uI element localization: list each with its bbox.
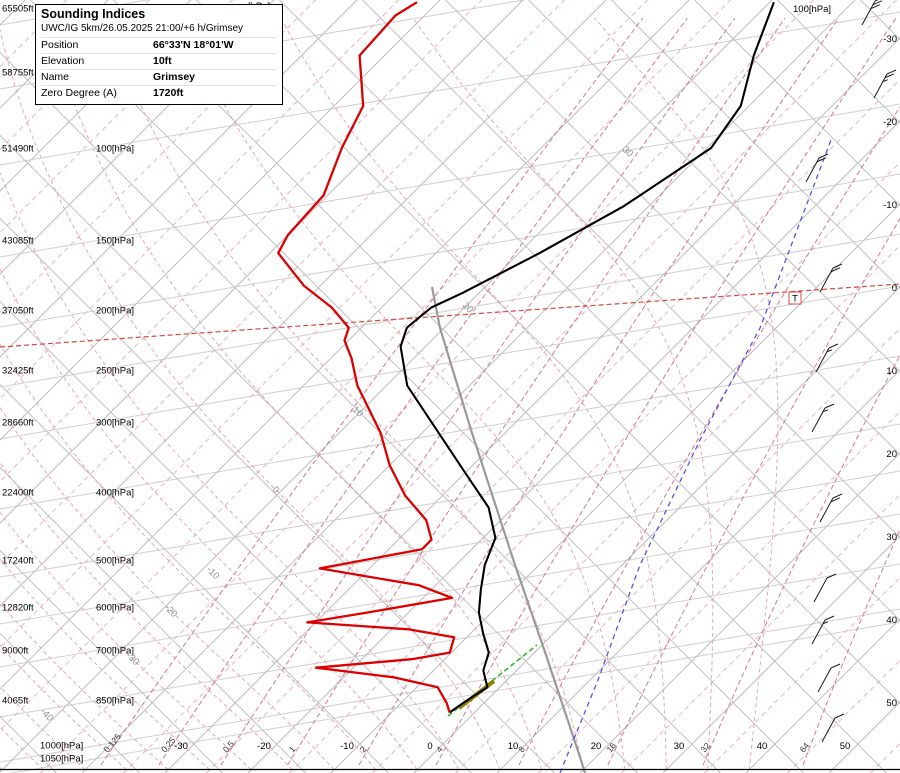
sounding-info-box: Sounding Indices UWC/IG 5km/26.05.2025 2…: [35, 4, 283, 105]
right-temp-label: -20: [883, 117, 897, 128]
temperature-curve: [399, 1, 775, 714]
mixing-ratio-label: 0.5: [221, 739, 236, 755]
altitude-tick-label: 12820ft: [2, 603, 34, 614]
info-row-label: Name: [41, 71, 70, 83]
wind-barb: [811, 403, 835, 433]
pressure-tick-label: 300[hPa]: [96, 418, 134, 429]
adiabat-label: -40: [38, 706, 55, 723]
bottom-temp-label: -10: [340, 741, 354, 752]
altitude-tick-label: 22400ft: [2, 488, 34, 499]
mixing-ratio-label: 32: [699, 740, 713, 754]
pressure-tick-label: 600[hPa]: [96, 603, 134, 614]
sounding-curves: [277, 1, 775, 714]
adiabat-label: -20: [162, 602, 179, 619]
right-temp-label: 20: [886, 449, 897, 460]
info-row-value: 10ft: [153, 55, 172, 67]
right-temp-label: 10: [886, 366, 897, 377]
right-temp-label: 30: [886, 532, 897, 543]
wind-barb: [819, 263, 843, 293]
pressure-tick-label: 700[hPa]: [96, 646, 134, 657]
wind-barb: [813, 573, 837, 603]
bottom-temp-label: 30: [674, 741, 685, 752]
bottom-temp-label: -20: [257, 741, 271, 752]
right-temp-label: 50: [886, 698, 897, 709]
adiabat-label: 0: [270, 484, 282, 496]
altitude-tick-label: 28660ft: [2, 418, 34, 429]
pressure-tick-label: 1050[hPa]: [40, 754, 83, 765]
altitude-tick-label: 58755ft: [2, 68, 34, 79]
adiabat-label: 10: [350, 404, 365, 419]
altitude-tick-label: 43085ft: [2, 236, 34, 247]
wind-barb: [805, 153, 829, 183]
wind-barb: [821, 713, 845, 743]
bottom-temp-label: 0: [427, 741, 432, 752]
wind-barb: [817, 663, 841, 693]
bottom-temp-label: 20: [591, 741, 602, 752]
top-right-pressure-label: 100[hPa]: [793, 4, 831, 15]
pressure-tick-label: 400[hPa]: [96, 488, 134, 499]
mixing-ratio-label: 8: [516, 744, 527, 754]
info-box-rows: Position 66°33'N 18°01'W Elevation 10ft Name…: [41, 37, 277, 101]
info-row: Zero Degree (A) 1720ft: [41, 85, 277, 101]
grid-moist-adiabats: [0, 17, 779, 771]
tropopause-line: [0, 283, 900, 348]
altitude-tick-label: 65505ft: [2, 4, 34, 15]
wind-barb: [815, 343, 839, 373]
tropopause-marker: T: [788, 291, 802, 305]
info-row-label: Elevation: [41, 55, 85, 67]
adiabat-label: 30: [620, 144, 635, 159]
pressure-tick-label: 1000[hPa]: [40, 741, 83, 752]
wind-barb: [811, 615, 835, 645]
grid-mixing-ratio-lines: [100, 17, 900, 766]
wind-barb: [873, 69, 897, 99]
info-box-title: Sounding Indices: [41, 7, 146, 21]
pressure-tick-label: 850[hPa]: [96, 696, 134, 707]
right-temp-label: 40: [886, 615, 897, 626]
pressure-tick-label: 200[hPa]: [96, 306, 134, 317]
altitude-tick-label: 17240ft: [2, 556, 34, 567]
adiabat-label: -10: [204, 564, 221, 581]
svg-text:T: T: [792, 294, 798, 305]
right-temp-label: -30: [883, 34, 897, 45]
info-row: Elevation 10ft: [41, 53, 277, 69]
mixing-ratio-label: 1: [287, 744, 298, 754]
altitude-tick-label: 9000ft: [2, 646, 29, 657]
wind-barb: [819, 493, 843, 523]
mixing-ratio-label: 4: [434, 744, 445, 754]
info-row-value: 1720ft: [153, 87, 184, 99]
info-row-value: Grimsey: [153, 71, 196, 83]
pressure-tick-label: 250[hPa]: [96, 366, 134, 377]
info-row: Name Grimsey: [41, 69, 277, 85]
pressure-tick-label: 500[hPa]: [96, 556, 134, 567]
info-row-label: Zero Degree (A): [41, 87, 117, 99]
mixing-ratio-label: 64: [797, 740, 811, 754]
altitude-tick-label: 37050ft: [2, 306, 34, 317]
bottom-temp-label: 10: [508, 741, 519, 752]
altitude-tick-label: 4065ft: [2, 696, 29, 707]
altitude-tick-label: 51490ft: [2, 144, 34, 155]
mixing-ratio-label: 2: [358, 744, 369, 754]
info-row-label: Position: [41, 39, 79, 51]
info-row: Position 66°33'N 18°01'W: [41, 37, 277, 53]
pressure-tick-label: 150[hPa]: [96, 236, 134, 247]
bottom-temp-label: 50: [840, 741, 851, 752]
right-temp-label: -10: [883, 200, 897, 211]
bottom-temp-label: 40: [757, 741, 768, 752]
right-temp-label: 0: [892, 283, 897, 294]
bottom-temp-label: -30: [174, 741, 188, 752]
dewpoint-curve: [277, 1, 456, 713]
info-box-model-run: UWC/IG 5km/26.05.2025 21:00/+6 h/Grimsey: [41, 23, 244, 34]
wind-barb: [861, 0, 883, 26]
blue-reference-line: [559, 139, 832, 773]
parcel-path: [430, 286, 587, 773]
wind-barb-column: [805, 0, 897, 743]
info-row-value: 66°33'N 18°01'W: [153, 39, 234, 51]
pressure-tick-label: 100[hPa]: [96, 144, 134, 155]
altitude-tick-label: 32425ft: [2, 366, 34, 377]
